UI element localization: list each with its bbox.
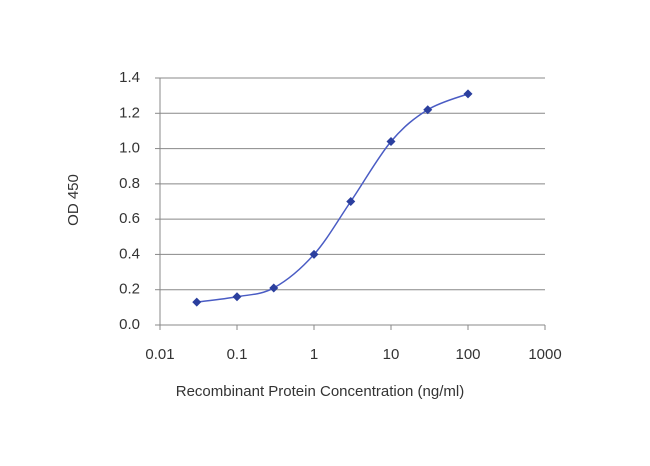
x-tick-label: 10 xyxy=(383,346,400,363)
x-tick-label: 0.1 xyxy=(227,346,248,363)
y-tick-label: 1.2 xyxy=(119,104,140,121)
y-tick-label: 0.4 xyxy=(119,245,140,262)
marker xyxy=(232,292,242,302)
marker xyxy=(269,283,279,293)
marker xyxy=(309,249,319,259)
x-tick-label: 1 xyxy=(310,346,318,363)
y-tick-label: 0.6 xyxy=(119,210,140,227)
x-tick-label: 0.01 xyxy=(145,346,174,363)
line xyxy=(196,93,469,303)
marker xyxy=(386,137,396,147)
marker xyxy=(423,105,433,115)
marker xyxy=(463,89,473,99)
y-tick-label: 0.2 xyxy=(119,281,140,298)
y-tick-label: 1.4 xyxy=(119,69,140,86)
y-tick-label: 0.8 xyxy=(119,175,140,192)
x-axis-label: Recombinant Protein Concentration (ng/ml… xyxy=(176,383,464,400)
marker xyxy=(192,297,202,307)
x-tick-label: 1000 xyxy=(528,346,561,363)
y-tick-label: 1.0 xyxy=(119,140,140,157)
marker xyxy=(346,197,356,206)
x-tick-label: 100 xyxy=(455,346,480,363)
y-axis-label: OD 450 xyxy=(65,174,82,226)
y-tick-label: 0.0 xyxy=(119,316,140,333)
